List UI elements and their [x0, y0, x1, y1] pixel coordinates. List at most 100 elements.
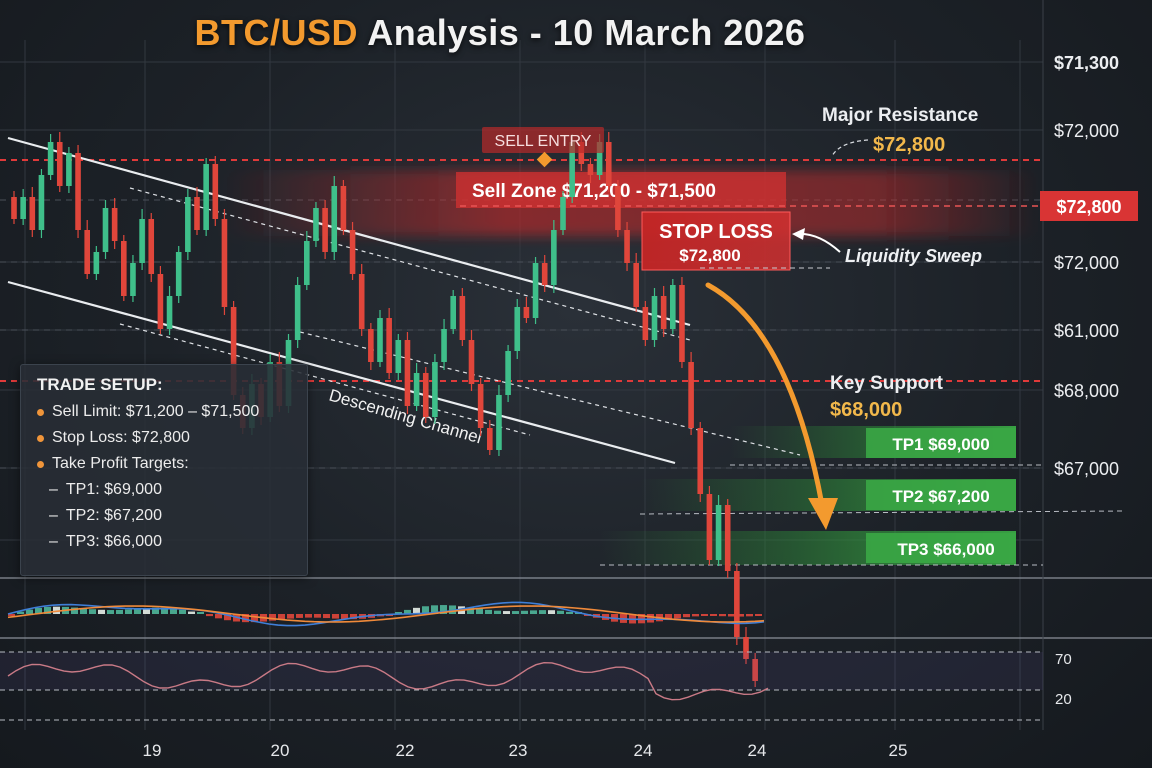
price-tick-highlight — [1040, 191, 1138, 221]
macd-bar — [134, 608, 141, 614]
candle-bull — [20, 197, 26, 219]
price-tick-label: $71,300 — [1054, 53, 1119, 73]
time-tick-label: 25 — [889, 741, 908, 760]
macd-bar — [647, 614, 654, 623]
macd-bar — [746, 614, 753, 617]
tp1-label: TP1 $69,000 — [892, 435, 989, 454]
candle-bull — [139, 219, 145, 263]
macd-bar — [89, 609, 96, 614]
macd-bar — [8, 614, 15, 616]
stop-loss-row: Stop Loss: $72,800 — [37, 429, 307, 447]
candle-bull — [413, 373, 420, 406]
macd-bar — [314, 614, 321, 618]
target-1-text: TP1: $69,000 — [65, 481, 162, 498]
candle-bear — [212, 164, 219, 219]
time-tick-label: 23 — [509, 741, 528, 760]
candle-bear — [75, 153, 81, 230]
sell-limit-text: Sell Limit: $71,200 – $71,500 — [52, 403, 260, 420]
price-tick-label: $72,000 — [1054, 253, 1119, 273]
rsi-line — [7, 661, 769, 701]
chart-title-rest: Analysis - 10 March 2026 — [367, 12, 806, 53]
macd-bar — [278, 614, 285, 620]
macd-bar — [701, 614, 708, 616]
macd-bar — [332, 614, 339, 619]
candle-bull — [166, 296, 173, 329]
sell-entry-badge — [482, 127, 604, 153]
macd-bar — [422, 606, 429, 614]
macd-bar — [305, 614, 312, 618]
candle-bear — [752, 659, 758, 681]
candle-bear — [477, 384, 484, 428]
price-tick-label: $72,000 — [1054, 121, 1119, 141]
targets-heading: Take Profit Targets: — [52, 455, 189, 472]
macd-bar — [188, 611, 195, 614]
tp2-line — [639, 510, 1126, 515]
candle-bull — [304, 241, 310, 285]
candle-bull — [175, 252, 182, 296]
macd-bar — [116, 609, 123, 614]
candle-bull — [432, 362, 438, 417]
macd-bar — [98, 609, 105, 614]
candle-bull — [331, 186, 338, 252]
bullet-icon — [37, 460, 44, 468]
macd-bar — [224, 614, 231, 621]
candle-bear — [679, 285, 685, 362]
trade-setup-panel: TRADE SETUP: Sell Limit: $71,200 – $71,5… — [20, 364, 308, 576]
major-resistance-title: Major Resistance — [822, 105, 978, 126]
time-tick-label: 24 — [634, 741, 653, 760]
dash-icon: – — [49, 507, 58, 524]
chart-title: BTC/USD Analysis - 10 March 2026 — [0, 12, 1000, 54]
candle-bear — [386, 318, 392, 373]
candle-bear — [56, 142, 63, 186]
candle-bear — [642, 307, 649, 340]
macd-bar — [44, 607, 51, 614]
key-support-value: $68,000 — [830, 399, 902, 421]
candle-bear — [349, 230, 356, 274]
candle-bear — [404, 340, 411, 406]
bullet-icon — [37, 434, 44, 442]
macd-bar — [107, 610, 114, 614]
candle-bear — [541, 263, 548, 285]
dash-icon: – — [49, 481, 58, 498]
macd-bar — [539, 610, 546, 614]
stop-loss-title: STOP LOSS — [659, 221, 773, 243]
candle-bull — [496, 395, 502, 450]
candle-bear — [148, 219, 155, 274]
tp3-label-box — [866, 533, 1016, 563]
candle-bull — [551, 230, 557, 285]
candle-bull — [715, 505, 722, 560]
stop-loss-box — [641, 211, 791, 271]
macd-bar — [179, 609, 186, 614]
target-row-1: – TP1: $69,000 — [49, 481, 307, 499]
macd-bar — [323, 614, 330, 619]
macd-bar — [440, 605, 447, 614]
macd-bar — [692, 614, 699, 617]
tp2-label-box — [866, 480, 1016, 510]
candle-bear — [111, 208, 118, 241]
macd-bar — [485, 609, 492, 614]
macd-bar — [728, 614, 735, 617]
channel-upper-line — [7, 136, 691, 327]
target-3-text: TP3: $66,000 — [65, 533, 162, 550]
candle-bull — [514, 307, 521, 351]
macd-line — [7, 601, 765, 627]
candle-bear — [157, 274, 164, 329]
sell-entry-label: SELL ENTRY — [495, 133, 592, 150]
candle-bear — [688, 362, 694, 428]
candle-bull — [569, 142, 575, 197]
chart-title-pair: BTC/USD — [194, 12, 359, 53]
macd-bar — [287, 614, 294, 619]
liquidity-sweep-label: Liquidity Sweep — [845, 246, 982, 266]
candle-bull — [441, 329, 447, 362]
rsi-label-20: 20 — [1055, 691, 1072, 708]
candle-bear — [624, 230, 630, 263]
stop-loss-value: $72,800 — [679, 246, 740, 265]
candle-bull — [560, 197, 566, 230]
sell-zone-label: Sell Zone $71,200 - $71,500 — [472, 181, 716, 202]
targets-heading-row: Take Profit Targets: — [37, 455, 307, 473]
candle-bull — [651, 296, 658, 340]
target-row-2: – TP2: $67,200 — [49, 507, 307, 525]
macd-bar — [665, 614, 672, 620]
bullet-icon — [37, 408, 44, 416]
